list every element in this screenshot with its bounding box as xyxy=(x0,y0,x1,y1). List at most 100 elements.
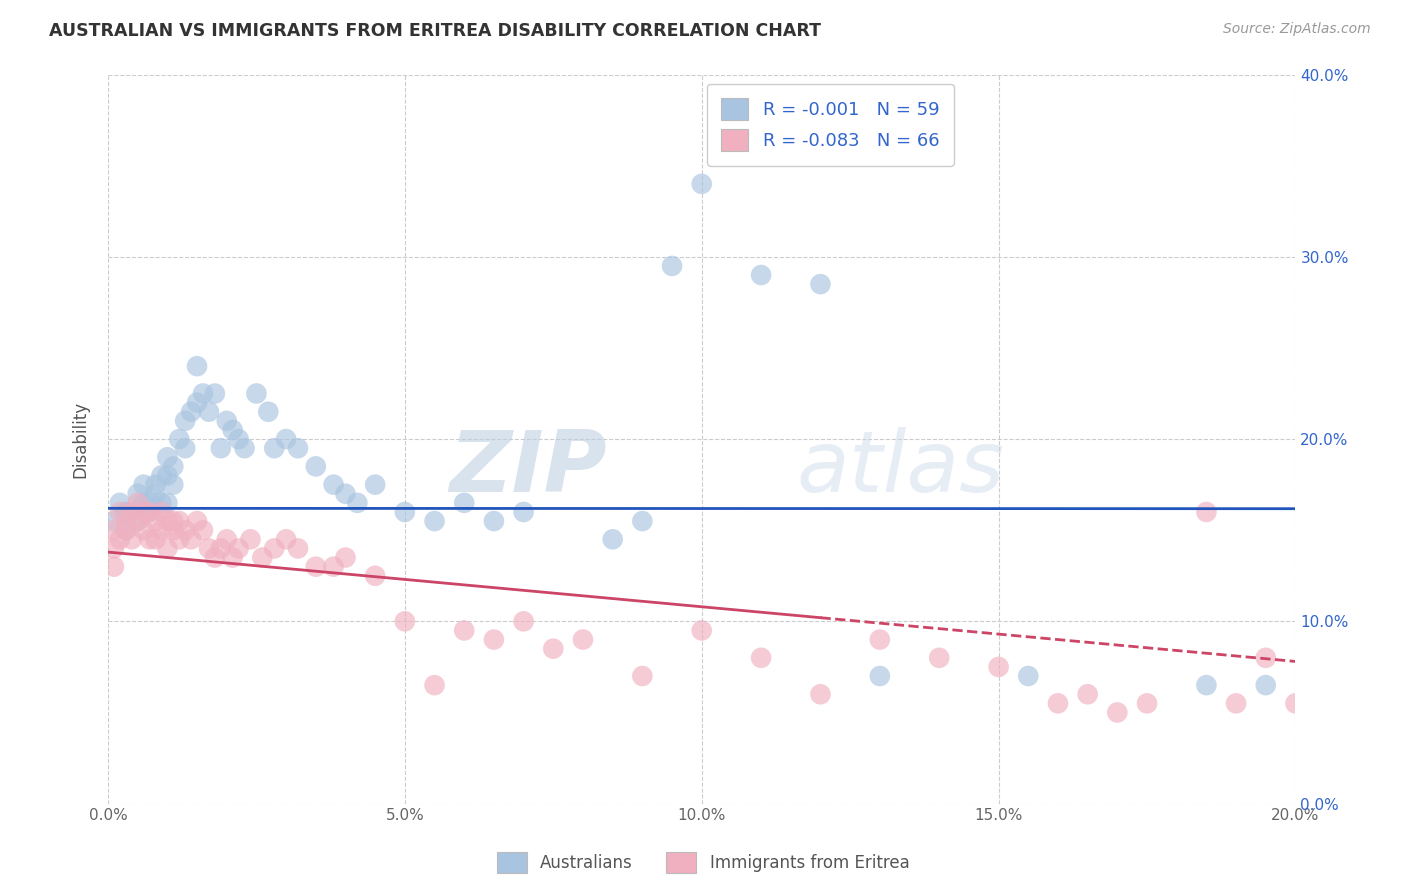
Point xyxy=(322,477,344,491)
Point xyxy=(186,514,208,528)
Point xyxy=(180,533,202,547)
Point xyxy=(114,514,136,528)
Point xyxy=(114,505,136,519)
Point xyxy=(132,496,155,510)
Point xyxy=(215,414,238,428)
Point xyxy=(1017,669,1039,683)
Point xyxy=(1046,697,1069,711)
Point xyxy=(233,441,256,455)
Point xyxy=(108,496,131,510)
Point xyxy=(138,505,160,519)
Point xyxy=(364,568,387,582)
Point xyxy=(150,505,173,519)
Point xyxy=(138,533,160,547)
Point xyxy=(1254,678,1277,692)
Point xyxy=(156,450,179,465)
Point xyxy=(162,477,184,491)
Point xyxy=(869,632,891,647)
Point xyxy=(127,514,149,528)
Point xyxy=(221,550,243,565)
Point xyxy=(108,533,131,547)
Point xyxy=(1107,706,1129,720)
Point xyxy=(1195,678,1218,692)
Point xyxy=(167,514,190,528)
Point xyxy=(156,468,179,483)
Point xyxy=(335,487,357,501)
Point xyxy=(167,432,190,446)
Point xyxy=(1284,697,1306,711)
Point xyxy=(114,523,136,537)
Point xyxy=(1254,650,1277,665)
Point xyxy=(174,523,197,537)
Point xyxy=(453,496,475,510)
Point xyxy=(145,533,167,547)
Point xyxy=(162,514,184,528)
Point xyxy=(394,615,416,629)
Point xyxy=(156,496,179,510)
Point xyxy=(631,514,654,528)
Point xyxy=(174,414,197,428)
Legend: R = -0.001   N = 59, R = -0.083   N = 66: R = -0.001 N = 59, R = -0.083 N = 66 xyxy=(707,84,953,166)
Point xyxy=(322,559,344,574)
Point xyxy=(121,505,143,519)
Point xyxy=(186,359,208,373)
Point xyxy=(145,487,167,501)
Point xyxy=(198,541,221,556)
Point xyxy=(121,505,143,519)
Point xyxy=(162,523,184,537)
Point xyxy=(543,641,565,656)
Point xyxy=(257,405,280,419)
Point xyxy=(132,477,155,491)
Point xyxy=(103,523,125,537)
Legend: Australians, Immigrants from Eritrea: Australians, Immigrants from Eritrea xyxy=(491,846,915,880)
Text: atlas: atlas xyxy=(797,426,1005,509)
Point xyxy=(1136,697,1159,711)
Point xyxy=(423,678,446,692)
Point xyxy=(239,533,262,547)
Point xyxy=(572,632,595,647)
Point xyxy=(150,496,173,510)
Point xyxy=(103,541,125,556)
Point xyxy=(245,386,267,401)
Point xyxy=(108,505,131,519)
Point xyxy=(602,533,624,547)
Point xyxy=(512,505,534,519)
Point xyxy=(114,523,136,537)
Point xyxy=(198,405,221,419)
Point xyxy=(305,459,328,474)
Point xyxy=(156,514,179,528)
Point xyxy=(121,533,143,547)
Text: AUSTRALIAN VS IMMIGRANTS FROM ERITREA DISABILITY CORRELATION CHART: AUSTRALIAN VS IMMIGRANTS FROM ERITREA DI… xyxy=(49,22,821,40)
Point xyxy=(287,541,309,556)
Point xyxy=(690,177,713,191)
Point xyxy=(394,505,416,519)
Point xyxy=(274,432,297,446)
Point xyxy=(156,541,179,556)
Point xyxy=(482,632,505,647)
Point xyxy=(191,386,214,401)
Point xyxy=(167,533,190,547)
Point xyxy=(209,541,232,556)
Point xyxy=(274,533,297,547)
Point xyxy=(132,523,155,537)
Point xyxy=(749,650,772,665)
Point xyxy=(150,523,173,537)
Point xyxy=(127,514,149,528)
Point xyxy=(1195,505,1218,519)
Point xyxy=(631,669,654,683)
Point xyxy=(127,487,149,501)
Point xyxy=(1225,697,1247,711)
Text: Source: ZipAtlas.com: Source: ZipAtlas.com xyxy=(1223,22,1371,37)
Point xyxy=(204,386,226,401)
Point xyxy=(690,624,713,638)
Point xyxy=(228,541,250,556)
Y-axis label: Disability: Disability xyxy=(72,401,89,477)
Point xyxy=(661,259,683,273)
Point xyxy=(287,441,309,455)
Point xyxy=(138,496,160,510)
Point xyxy=(346,496,368,510)
Point xyxy=(103,514,125,528)
Point xyxy=(252,550,274,565)
Point xyxy=(132,505,155,519)
Point xyxy=(138,505,160,519)
